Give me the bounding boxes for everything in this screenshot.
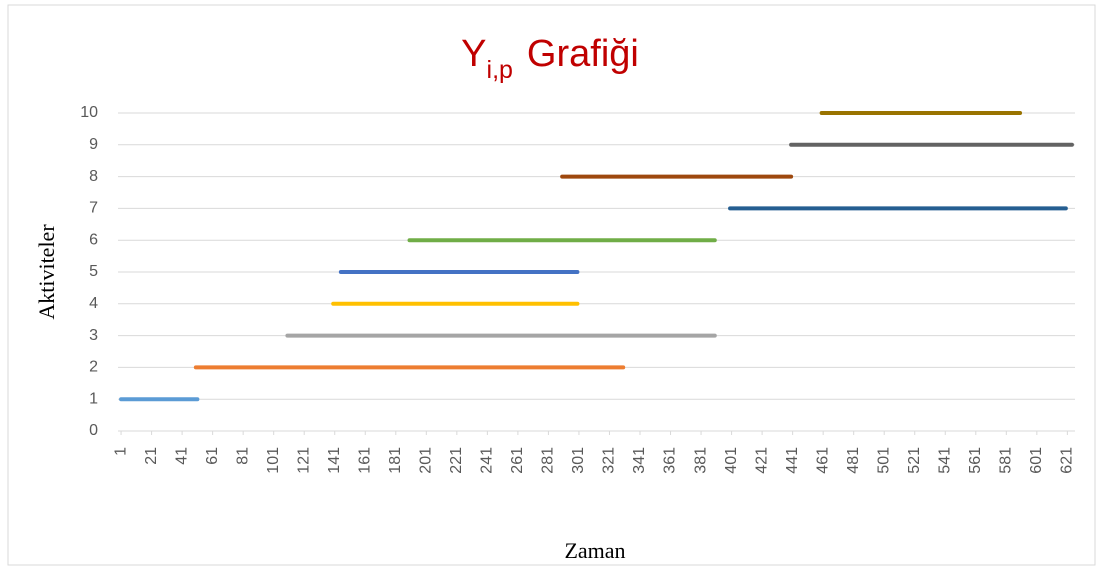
x-tick-label: 201 <box>418 447 435 474</box>
y-tick-label: 10 <box>80 104 98 121</box>
x-tick-label: 281 <box>540 447 557 474</box>
x-tick-label: 241 <box>479 447 496 474</box>
y-tick-label: 6 <box>89 231 98 248</box>
x-tick-label: 341 <box>631 447 648 474</box>
x-tick-label: 61 <box>204 447 221 465</box>
x-tick-label: 421 <box>753 447 770 474</box>
x-tick-label: 461 <box>814 447 831 474</box>
x-tick-label: 221 <box>448 447 465 474</box>
chart-title: Yi,p Grafiği <box>461 33 639 84</box>
x-tick-label: 441 <box>784 447 801 474</box>
x-tick-label: 401 <box>723 447 740 474</box>
x-tick-label: 21 <box>143 447 160 465</box>
x-tick-label: 381 <box>692 447 709 474</box>
x-tick-label: 321 <box>601 447 618 474</box>
y-tick-label: 3 <box>89 327 98 344</box>
x-tick-label: 501 <box>875 447 892 474</box>
y-tick-label: 7 <box>89 200 98 217</box>
y-tick-label: 4 <box>89 295 98 312</box>
x-tick-label: 161 <box>356 447 373 474</box>
y-tick-label: 0 <box>89 422 98 439</box>
x-tick-label: 361 <box>662 447 679 474</box>
x-tick-label: 101 <box>265 447 282 474</box>
y-tick-label: 1 <box>89 390 98 407</box>
x-tick-label: 601 <box>1028 447 1045 474</box>
x-tick-label: 301 <box>570 447 587 474</box>
y-tick-label: 2 <box>89 359 98 376</box>
y-tick-label: 9 <box>89 136 98 153</box>
y-axis-label: Aktiviteler <box>34 224 59 320</box>
y-tick-label: 5 <box>89 263 98 280</box>
x-tick-label: 581 <box>998 447 1015 474</box>
x-tick-label: 541 <box>936 447 953 474</box>
x-tick-label: 41 <box>173 447 190 465</box>
y-tick-label: 8 <box>89 168 98 185</box>
x-tick-label: 481 <box>845 447 862 474</box>
x-axis-label: Zaman <box>564 538 625 563</box>
chart-frame <box>7 4 1096 566</box>
x-tick-label: 81 <box>234 447 251 465</box>
x-tick-label: 1 <box>112 447 129 456</box>
x-tick-label: 121 <box>295 447 312 474</box>
x-tick-label: 261 <box>509 447 526 474</box>
x-tick-label: 561 <box>967 447 984 474</box>
x-tick-label: 621 <box>1059 447 1076 474</box>
x-tick-label: 521 <box>906 447 923 474</box>
x-tick-label: 181 <box>387 447 404 474</box>
x-tick-label: 141 <box>326 447 343 474</box>
